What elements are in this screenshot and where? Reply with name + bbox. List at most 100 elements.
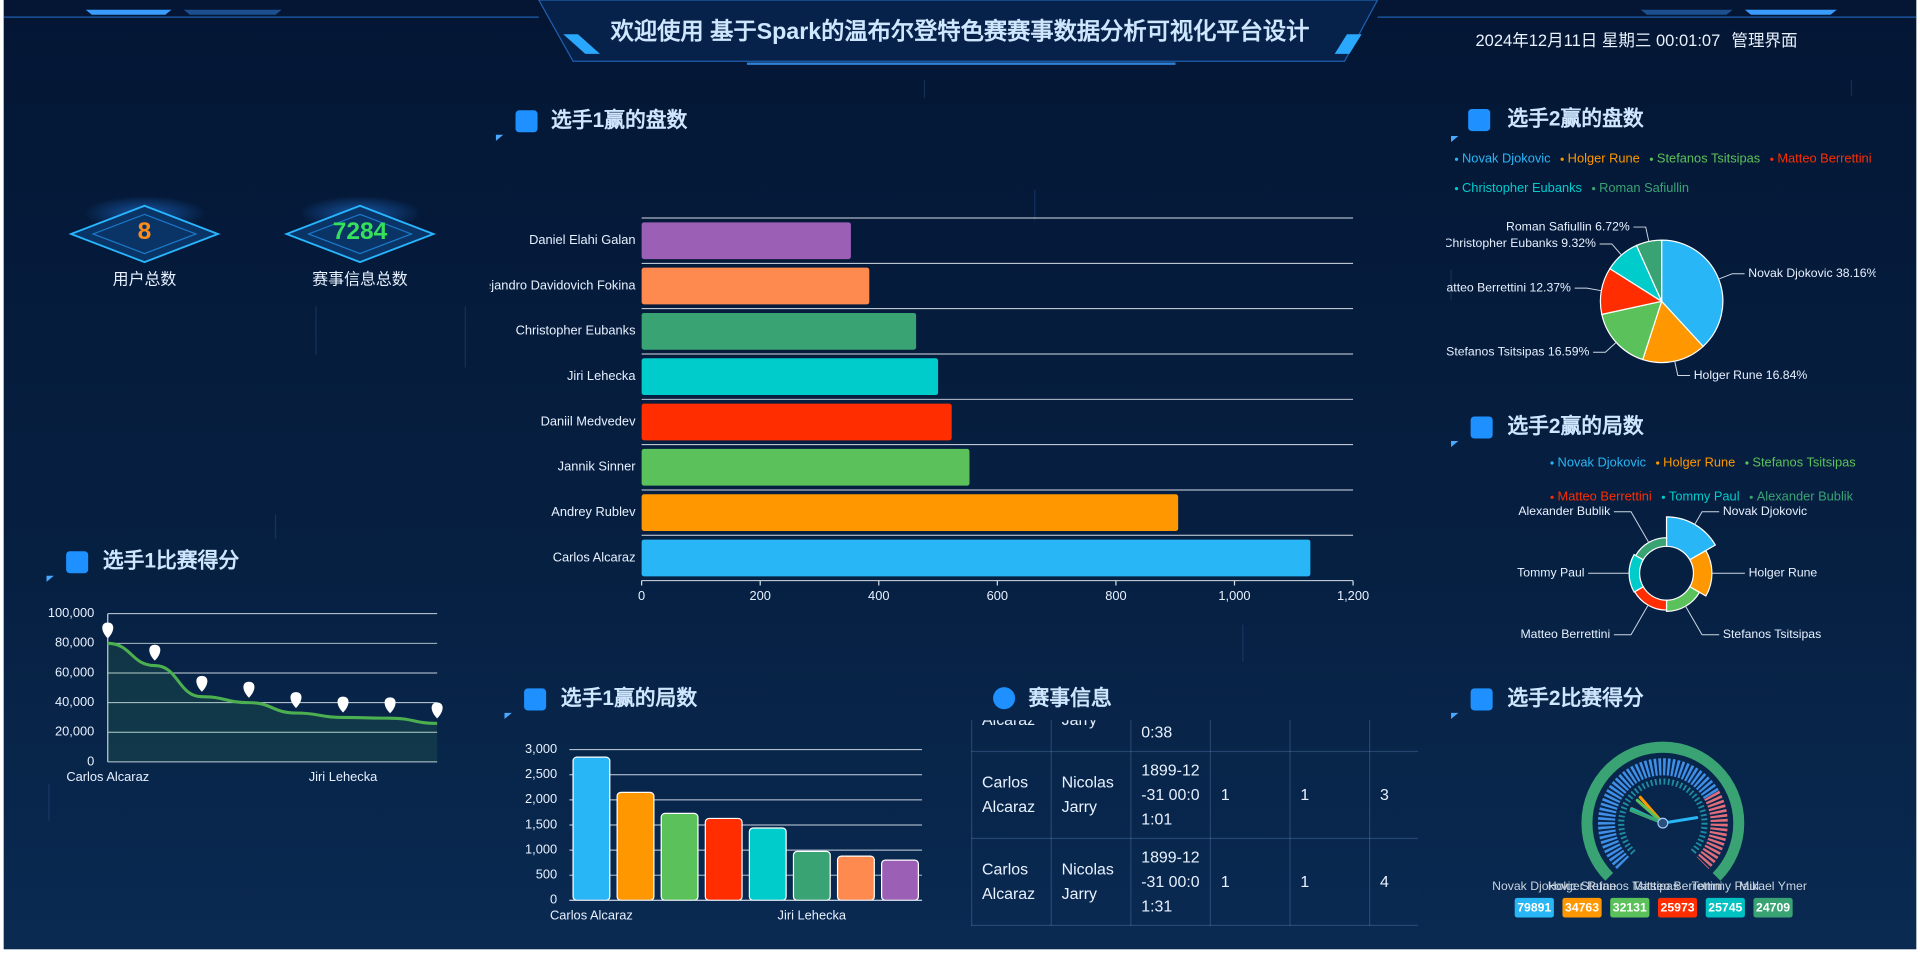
y-tick-label: 1,500 xyxy=(525,816,557,831)
point-pin xyxy=(337,696,349,713)
legend-label[interactable]: Roman Safiullin xyxy=(1599,180,1689,195)
header-bar xyxy=(3,0,1917,65)
point-pin xyxy=(102,622,114,639)
gauge-ring xyxy=(1581,741,1745,881)
y-tick-label: 0 xyxy=(550,892,557,907)
point-pin xyxy=(290,692,302,709)
legend-label[interactable]: Alexander Bublik xyxy=(1757,489,1854,504)
table-cell: Carlos Alcaraz xyxy=(971,720,1052,753)
bar xyxy=(572,756,611,901)
y-tick-label: 60,000 xyxy=(55,664,94,679)
y-tick-label: Alejandro Davidovich Fokina xyxy=(473,277,637,292)
table-cell: Nicolas Jarry xyxy=(1050,720,1132,753)
title-corner xyxy=(1451,440,1459,448)
table-cell: 1899-12-31 00:00:38 xyxy=(1130,720,1212,753)
legend-dot xyxy=(1770,157,1774,161)
y-tick-label: Carlos Alcaraz xyxy=(553,549,636,564)
gauge-value: 34763 xyxy=(1565,900,1599,914)
gauge-needle xyxy=(1635,798,1665,825)
legend-label[interactable]: Christopher Eubanks xyxy=(1462,180,1582,195)
panel-icon xyxy=(1470,688,1493,711)
y-tick-label: Daniil Medvedev xyxy=(541,413,637,428)
panel-title: 选手2赢的局数 xyxy=(1507,414,1644,438)
legend-label[interactable]: Stefanos Tsitsipas xyxy=(1752,454,1855,469)
rose-label: Novak Djokovic xyxy=(1723,504,1807,518)
table-cell: 4 xyxy=(1368,837,1418,927)
label-line xyxy=(1599,243,1622,256)
y-tick-label: Andrey Rublev xyxy=(551,504,636,519)
label-line xyxy=(1685,605,1720,636)
gauge-value: 32131 xyxy=(1613,900,1647,914)
table-cell: 3 xyxy=(1368,750,1418,840)
panel-title: 赛事信息 xyxy=(1028,686,1112,710)
y-tick-label: 1,000 xyxy=(525,841,557,856)
panel-title: 选手1赢的局数 xyxy=(561,686,698,710)
x-tick-label: Carlos Alcaraz xyxy=(550,908,633,923)
pie-label: Matteo Berrettini 12.37% xyxy=(1436,280,1571,294)
legend-label[interactable]: Holger Rune xyxy=(1663,454,1735,469)
stat-label: 赛事信息总数 xyxy=(312,270,408,289)
gauge-name: Mikael Ymer xyxy=(1739,879,1807,893)
y-tick-label: 20,000 xyxy=(55,724,94,739)
panel-title: 选手1赢的盘数 xyxy=(551,108,688,132)
datetime: 2024年12月11日 星期三 00:01:07 xyxy=(1476,31,1721,50)
legend-dot xyxy=(1454,187,1459,191)
title-corner xyxy=(1451,712,1459,720)
y-tick-label: 2,000 xyxy=(525,791,557,806)
stat-value: 8 xyxy=(138,218,152,245)
legend-label[interactable]: Holger Rune xyxy=(1568,151,1640,166)
label-line xyxy=(1633,226,1650,242)
legend-label[interactable]: Stefanos Tsitsipas xyxy=(1657,151,1760,166)
legend-dot xyxy=(1656,461,1660,465)
table-cell: 1 xyxy=(1289,750,1371,840)
bar xyxy=(641,403,952,441)
gauge-value: 25745 xyxy=(1708,900,1742,914)
gauge-value-box xyxy=(1657,897,1698,918)
label-line xyxy=(1613,511,1650,543)
gauge-value-box xyxy=(1514,897,1554,918)
x-tick-label: 1,000 xyxy=(1218,588,1250,603)
label-line xyxy=(1613,604,1649,636)
legend-label[interactable]: Matteo Berrettini xyxy=(1558,489,1652,504)
label-line xyxy=(1574,287,1602,292)
y-tick-label: 0 xyxy=(87,753,94,768)
x-tick-label: 400 xyxy=(868,588,889,603)
legend-label[interactable]: Novak Djokovic xyxy=(1462,151,1551,166)
page-title: 欢迎使用 基于Spark的温布尔登特色赛赛事数据分析可视化平台设计 xyxy=(610,18,1310,44)
gauge-name: Tommy Paul xyxy=(1692,879,1759,893)
rose-slice xyxy=(1689,549,1713,597)
legend-dot xyxy=(1649,157,1654,161)
y-tick-label: 500 xyxy=(536,867,557,882)
point-pin xyxy=(384,697,396,714)
legend-label[interactable]: Tommy Paul xyxy=(1669,489,1740,504)
title-corner xyxy=(504,712,512,720)
rose-slice xyxy=(1665,516,1717,561)
y-tick-label: 3,000 xyxy=(525,741,557,756)
title-corner xyxy=(1451,135,1459,143)
legend-label[interactable]: Matteo Berrettini xyxy=(1777,151,1871,166)
admin-link[interactable]: 管理界面 xyxy=(1731,31,1797,50)
legend-label[interactable]: Novak Djokovic xyxy=(1558,454,1647,469)
rose-label: Tommy Paul xyxy=(1517,565,1584,579)
bar xyxy=(881,859,919,901)
rose-label: Holger Rune xyxy=(1749,565,1818,579)
stat-matches xyxy=(283,195,437,264)
label-line xyxy=(1718,273,1745,280)
gauge-name: Holger Rune xyxy=(1548,879,1617,893)
pie-label: Holger Rune 16.84% xyxy=(1694,368,1808,382)
table-cell: 1899-12-31 00:01:01 xyxy=(1130,750,1212,840)
y-tick-label: Daniel Elahi Galan xyxy=(529,232,635,247)
stat-label: 用户总数 xyxy=(113,271,177,289)
panel-icon xyxy=(515,110,538,133)
legend-dot xyxy=(1661,495,1665,499)
pie-label: Stefanos Tsitsipas 16.59% xyxy=(1446,345,1589,359)
y-tick-label: 40,000 xyxy=(55,694,94,709)
gauge-needle xyxy=(1629,808,1665,825)
bar xyxy=(792,850,831,901)
title-corner xyxy=(46,575,54,582)
point-pin xyxy=(243,681,255,698)
rose-label: Alexander Bublik xyxy=(1518,504,1611,518)
